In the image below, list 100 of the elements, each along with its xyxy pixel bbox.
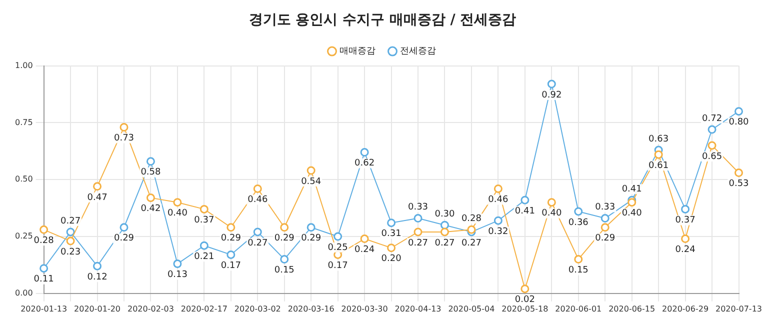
point: [306, 166, 316, 175]
point: [66, 228, 75, 236]
data-label: 0.46: [488, 195, 508, 206]
point: [387, 244, 396, 252]
point: [280, 223, 289, 232]
y-tick-label: 1.00: [15, 60, 33, 70]
point: [226, 223, 236, 232]
point: [173, 198, 182, 207]
point: [734, 107, 744, 116]
x-tick-label: 2020-02-17: [180, 304, 228, 314]
point: [440, 220, 449, 230]
x-tick-label: 2020-06-01: [555, 304, 602, 314]
data-label: 0.73: [114, 134, 134, 144]
point: [306, 223, 316, 232]
point: [93, 182, 102, 191]
x-tick-label: 2020-01-20: [74, 304, 121, 314]
data-label: 0.27: [60, 216, 81, 226]
data-label: 0.28: [461, 214, 482, 224]
x-tick-label: 2020-06-15: [608, 304, 656, 314]
data-label: 0.62: [354, 158, 375, 169]
point: [93, 262, 102, 270]
point: [226, 250, 236, 259]
y-tick-label: 0.50: [15, 174, 33, 184]
point: [520, 196, 530, 204]
x-tick-label: 2020-03-02: [234, 304, 281, 314]
point: [520, 284, 530, 294]
point: [173, 260, 182, 268]
point: [146, 194, 155, 202]
x-tick-label: 2020-06-29: [662, 304, 709, 314]
data-label: 0.29: [301, 234, 322, 244]
data-label: 0.40: [622, 208, 642, 219]
point: [494, 216, 502, 225]
data-label: 0.46: [248, 195, 268, 206]
point: [681, 234, 690, 244]
point: [40, 225, 48, 234]
point: [360, 148, 369, 157]
data-label: 0.37: [675, 216, 696, 226]
data-label: 0.29: [274, 234, 295, 244]
x-tick-label: 2020-04-13: [394, 304, 442, 314]
point: [334, 232, 342, 241]
data-label: 0.28: [34, 236, 54, 246]
y-tick-label: 0.75: [15, 118, 33, 127]
point: [574, 207, 583, 216]
point: [440, 228, 449, 236]
y-tick-label: 0.00: [15, 288, 33, 298]
data-label: 0.15: [274, 266, 294, 276]
data-label: 0.61: [648, 160, 669, 171]
data-label: 0.15: [568, 266, 588, 276]
data-label: 0.27: [461, 238, 482, 248]
data-label: 0.17: [220, 261, 241, 272]
data-label: 0.20: [381, 254, 402, 264]
point: [547, 198, 556, 207]
x-tick-label: 2020-02-03: [127, 304, 174, 314]
chart-title: 경기도 용인시 수지구 매매증감 / 전세증감: [248, 12, 516, 28]
data-label: 0.41: [514, 206, 535, 216]
data-label: 0.23: [60, 247, 81, 258]
x-tick-label: 2020-05-18: [502, 304, 548, 314]
data-label: 0.21: [194, 252, 214, 262]
point: [600, 214, 610, 223]
data-label: 0.63: [648, 134, 669, 144]
point: [708, 125, 716, 134]
x-tick-label: 2020-03-30: [341, 304, 388, 314]
point: [66, 236, 75, 246]
point: [200, 204, 208, 214]
point: [734, 168, 744, 178]
point: [708, 141, 716, 150]
data-label: 0.33: [595, 202, 616, 213]
point: [574, 255, 583, 264]
data-label: 0.40: [542, 208, 562, 219]
data-label: 0.31: [381, 229, 402, 240]
data-label: 0.17: [328, 261, 348, 272]
data-label: 0.27: [248, 238, 268, 248]
data-label: 0.80: [728, 118, 750, 128]
data-label: 0.11: [34, 274, 54, 285]
point: [414, 228, 422, 236]
data-label: 0.30: [434, 209, 456, 220]
data-label: 0.65: [702, 152, 722, 162]
x-tick-label: 2020-05-04: [448, 304, 495, 314]
x-tick-label: 2020-07-13: [716, 304, 762, 314]
data-label: 0.27: [434, 238, 455, 248]
point: [360, 234, 369, 244]
x-tick-label: 2020-01-13: [20, 304, 68, 314]
data-label: 0.13: [167, 270, 188, 280]
data-label: 0.32: [488, 226, 508, 237]
data-label: 0.24: [675, 245, 696, 256]
x-tick-label: 2020-03-16: [288, 304, 334, 314]
point: [146, 157, 155, 166]
data-label: 0.36: [568, 218, 589, 228]
point: [600, 223, 610, 232]
legend-label: 매매증감: [340, 46, 376, 57]
point: [467, 225, 476, 234]
data-label: 0.54: [301, 176, 322, 187]
data-label: 0.47: [87, 192, 108, 203]
data-label: 0.37: [194, 216, 214, 226]
point: [253, 228, 262, 236]
point: [40, 264, 48, 273]
point: [547, 80, 556, 88]
data-label: 0.29: [220, 234, 242, 244]
data-label: 0.12: [87, 272, 108, 282]
point: [387, 218, 396, 228]
